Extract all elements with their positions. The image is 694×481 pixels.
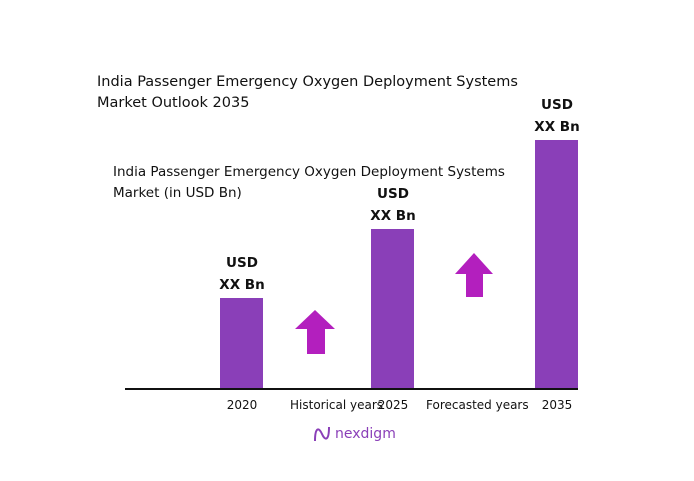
x-tick-2035: 2035 [541, 398, 573, 412]
bar-2035 [535, 140, 578, 389]
data-label-line: XX Bn [534, 119, 580, 135]
data-label-line: XX Bn [219, 277, 265, 294]
brand-name: nexdigm [335, 426, 396, 442]
nexdigm-logo: nexdigm [313, 425, 396, 443]
data-label-line: XX Bn [370, 208, 416, 225]
x-tick-2020: 2020 [226, 398, 258, 412]
nexdigm-logo-icon [314, 426, 330, 442]
data-label-line: USD [226, 255, 258, 272]
bar-2020 [220, 298, 263, 389]
up-arrow-icon [295, 310, 335, 354]
data-label-2025: USD XX Bn [353, 183, 433, 227]
x-axis-line [125, 388, 578, 390]
period-label-forecast: Forecasted years [426, 398, 529, 412]
period-label-historical: Historical years [290, 398, 384, 412]
data-label-2020: USD XX Bn [202, 252, 282, 296]
data-label-2035: USD XX Bn [517, 94, 597, 138]
chart-subtitle: India Passenger Emergency Oxygen Deploym… [113, 164, 505, 201]
bar-2025 [371, 229, 414, 389]
up-arrow-icon [455, 253, 493, 297]
x-tick-2025: 2025 [377, 398, 409, 412]
chart-title: India Passenger Emergency Oxygen Deploym… [97, 74, 518, 111]
data-label-line: USD [377, 186, 409, 203]
data-label-line: USD [541, 97, 573, 113]
